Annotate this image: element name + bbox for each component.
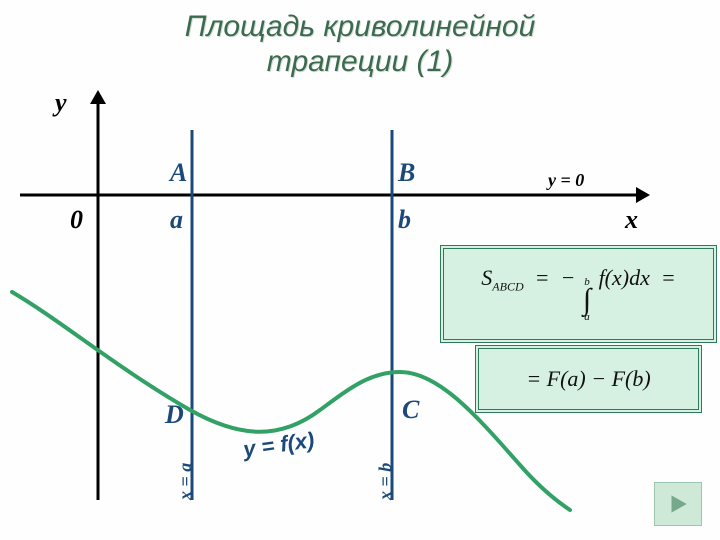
y-axis-label: y — [55, 88, 67, 118]
point-a: a — [170, 205, 183, 235]
x-axis-label: x — [625, 205, 638, 235]
point-B: B — [398, 158, 415, 188]
next-button[interactable] — [654, 482, 702, 526]
point-A: A — [170, 158, 187, 188]
point-D: D — [165, 400, 184, 430]
origin-label: 0 — [70, 205, 83, 235]
vline-a-label: x = a — [175, 463, 196, 500]
int-lower: a — [584, 312, 590, 323]
play-icon — [665, 491, 691, 517]
integrand: f(x)dx — [599, 265, 650, 290]
formula-neg: − — [560, 265, 575, 290]
y-equals-zero-label: y = 0 — [548, 170, 584, 191]
y-axis-arrow — [90, 90, 106, 104]
point-C: C — [402, 395, 419, 425]
formula-main-sub: ABCD — [492, 279, 523, 293]
formula-tail: = — [661, 265, 676, 290]
formula-second: = F(a) − F(b) — [475, 345, 702, 413]
formula-main: SABCD = − b ∫ a f(x)dx = — [440, 245, 717, 343]
integral-icon: b ∫ a — [583, 277, 591, 323]
x-axis-arrow — [636, 187, 650, 203]
point-b: b — [398, 205, 411, 235]
formula-second-text: = F(a) − F(b) — [526, 366, 650, 392]
vline-b-label: x = b — [375, 463, 396, 500]
